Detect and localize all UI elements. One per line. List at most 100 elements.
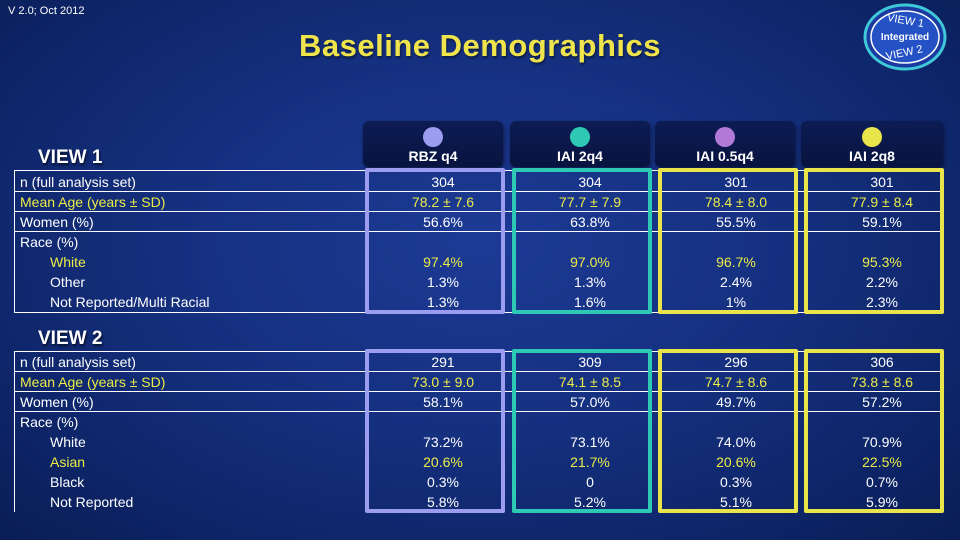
row-label: Mean Age (years ± SD) xyxy=(20,194,166,210)
cell: 22.5% xyxy=(862,454,902,470)
cell: 2.2% xyxy=(866,274,898,290)
table-row: White 73.2% 73.1% 74.0% 70.9% xyxy=(14,432,944,452)
cell: 301 xyxy=(870,174,894,190)
table-row: Black 0.3% 0 0.3% 0.7% xyxy=(14,472,944,492)
iai-2q8-color-dot xyxy=(862,127,882,147)
cell: 309 xyxy=(578,354,602,370)
table-row: Other 1.3% 1.3% 2.4% 2.2% xyxy=(14,272,944,292)
row-label: Black xyxy=(50,474,85,490)
column-label: RBZ q4 xyxy=(408,148,458,164)
cell: 5.2% xyxy=(574,494,606,510)
row-label: White xyxy=(50,254,86,270)
cell: 73.2% xyxy=(423,434,463,450)
column-label: IAI 0.5q4 xyxy=(696,148,754,164)
divider xyxy=(14,411,944,412)
table-row: Asian 20.6% 21.7% 20.6% 22.5% xyxy=(14,452,944,472)
cell: 0.3% xyxy=(720,474,752,490)
cell: 70.9% xyxy=(862,434,902,450)
rbz-q4-column-frame xyxy=(365,168,505,314)
cell: 63.8% xyxy=(570,214,610,230)
row-label: Women (%) xyxy=(20,214,94,230)
cell: 59.1% xyxy=(862,214,902,230)
table-row: n (full analysis set) 291 309 296 306 xyxy=(14,352,944,372)
table-row: n (full analysis set) 304 304 301 301 xyxy=(14,172,944,192)
row-label: Other xyxy=(50,274,86,290)
cell: 1% xyxy=(725,294,747,310)
cell: 58.1% xyxy=(423,394,463,410)
iai-2q4-column-frame xyxy=(512,349,652,513)
cell: 5.1% xyxy=(720,494,752,510)
divider xyxy=(14,231,944,232)
cell: 73.0 ± 9.0 xyxy=(411,374,475,390)
iai-2q8-column-frame xyxy=(804,349,944,513)
iai-0-5q4-column-frame xyxy=(658,168,798,314)
row-label: n (full analysis set) xyxy=(20,174,136,190)
divider xyxy=(14,391,944,392)
cell: 74.7 ± 8.6 xyxy=(704,374,768,390)
cell: 5.8% xyxy=(427,494,459,510)
cell: 78.2 ± 7.6 xyxy=(411,194,475,210)
column-label: IAI 2q8 xyxy=(849,148,895,164)
cell: 96.7% xyxy=(716,254,756,270)
cell: 21.7% xyxy=(570,454,610,470)
view1-table: n (full analysis set) 304 304 301 301 Me… xyxy=(14,172,944,312)
cell: 95.3% xyxy=(862,254,902,270)
cell: 2.3% xyxy=(866,294,898,310)
cell: 78.4 ± 8.0 xyxy=(704,194,768,210)
cell: 77.9 ± 8.4 xyxy=(850,194,914,210)
cell: 77.7 ± 7.9 xyxy=(558,194,622,210)
table-row: Not Reported/Multi Racial 1.3% 1.6% 1% 2… xyxy=(14,292,944,312)
column-header-iai-2q4: IAI 2q4 xyxy=(510,121,650,167)
logo-integrated-text: Integrated xyxy=(881,32,929,43)
cell: 73.1% xyxy=(570,434,610,450)
cell: 304 xyxy=(578,174,602,190)
slide-title: Baseline Demographics xyxy=(299,28,661,63)
cell: 20.6% xyxy=(423,454,463,470)
cell: 0 xyxy=(586,474,594,490)
column-header-rbz-q4: RBZ q4 xyxy=(363,121,503,167)
cell: 0.3% xyxy=(427,474,459,490)
iai-0-5q4-column-frame xyxy=(658,349,798,513)
cell: 20.6% xyxy=(716,454,756,470)
cell: 74.1 ± 8.5 xyxy=(558,374,622,390)
rbz-q4-color-dot xyxy=(423,127,443,147)
cell: 1.6% xyxy=(574,294,606,310)
table-row: Women (%) 56.6% 63.8% 55.5% 59.1% xyxy=(14,212,944,232)
table-row: Not Reported 5.8% 5.2% 5.1% 5.9% xyxy=(14,492,944,512)
cell: 1.3% xyxy=(427,274,459,290)
cell: 306 xyxy=(870,354,894,370)
table-left-border xyxy=(14,170,15,312)
iai-2q4-column-frame xyxy=(512,168,652,314)
row-label: Not Reported/Multi Racial xyxy=(50,294,210,310)
row-label: Race (%) xyxy=(20,414,79,430)
cell: 2.4% xyxy=(720,274,752,290)
iai-0-5q4-color-dot xyxy=(715,127,735,147)
cell: 97.4% xyxy=(423,254,463,270)
cell: 49.7% xyxy=(716,394,756,410)
iai-2q4-color-dot xyxy=(570,127,590,147)
table-row: Mean Age (years ± SD) 78.2 ± 7.6 77.7 ± … xyxy=(14,192,944,212)
cell: 73.8 ± 8.6 xyxy=(850,374,914,390)
divider xyxy=(14,211,944,212)
cell: 291 xyxy=(431,354,455,370)
cell: 1.3% xyxy=(574,274,606,290)
cell: 301 xyxy=(724,174,748,190)
table-row: White 97.4% 97.0% 96.7% 95.3% xyxy=(14,252,944,272)
view-integrated-logo: VIEW 1 Integrated VIEW 2 xyxy=(863,3,947,71)
view2-label: VIEW 2 xyxy=(38,328,103,349)
row-label: Race (%) xyxy=(20,234,79,250)
row-label: n (full analysis set) xyxy=(20,354,136,370)
version-label: V 2.0; Oct 2012 xyxy=(8,5,85,17)
column-header-iai-2q8: IAI 2q8 xyxy=(801,121,943,167)
table-row: Race (%) xyxy=(14,412,944,432)
table-row: Women (%) 58.1% 57.0% 49.7% 57.2% xyxy=(14,392,944,412)
row-label: Not Reported xyxy=(50,494,134,510)
table-row: Race (%) xyxy=(14,232,944,252)
cell: 0.7% xyxy=(866,474,898,490)
cell: 57.0% xyxy=(570,394,610,410)
table-left-border xyxy=(14,351,15,512)
row-label: Asian xyxy=(50,454,86,470)
cell: 296 xyxy=(724,354,748,370)
cell: 1.3% xyxy=(427,294,459,310)
rbz-q4-column-frame xyxy=(365,349,505,513)
